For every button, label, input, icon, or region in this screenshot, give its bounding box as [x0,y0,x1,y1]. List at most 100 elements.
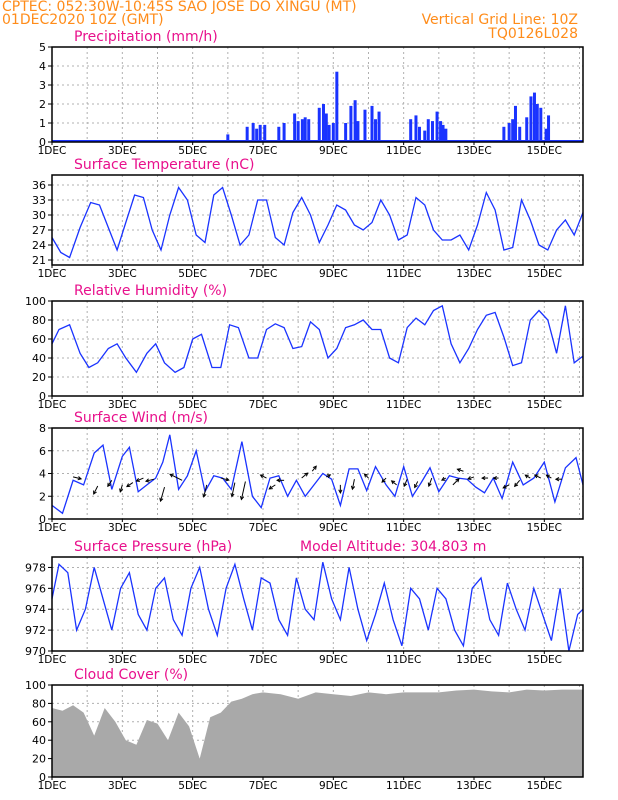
y-tick-label: 974 [25,603,46,616]
y-tick-label: 30 [32,209,46,222]
y-tick-label: 24 [32,239,46,252]
wind-arrow-head [202,493,207,498]
panel-1: 0 1 2 3 4 5 1DEC 3DEC 5DEC 7DEC 9DEC 11DEC 13DEC 15DE… [38,29,584,157]
wind-arrow [534,474,542,479]
precip-bar [414,115,418,142]
panel-frame [51,174,584,266]
y-tick-label: 1 [39,117,46,130]
x-tick-label: 13DEC [456,268,491,280]
precip-bar [502,126,506,142]
x-tick-label: 11DEC [386,268,421,280]
wind-arrow [126,482,134,488]
precip-bar [525,117,529,142]
panel-frame [51,556,584,652]
precip-bar [277,126,281,142]
y-tick-label: 20 [32,753,46,766]
wind-arrow-head [259,474,265,479]
x-tick-label: 9DEC [319,268,348,280]
wind-arrow-head [350,485,356,491]
wind-arrow-head [502,484,507,489]
y-tick-label: 80 [32,697,46,710]
y-tick-label: 0 [39,771,46,784]
wind-arrow [403,478,408,487]
x-tick-label: 1DEC [38,399,67,411]
precip-bar [374,119,378,142]
y-tick-label: 100 [25,679,46,692]
panel-title: Surface Pressure (hPa) [74,539,232,555]
wind-arrow [414,481,419,488]
wind-arrow-head [481,475,486,481]
x-tick-label: 7DEC [249,268,278,280]
x-tick-label: 15DEC [527,522,562,534]
x-tick-label: 1DEC [38,145,67,157]
wind-arrow [160,487,166,502]
precip-bar [544,128,548,142]
y-tick-label: 60 [32,716,46,729]
panel-title: Cloud Cover (%) [74,667,188,683]
wind-arrow-head [514,482,519,488]
wind-arrow [301,472,308,479]
wind-arrow-head [414,483,418,489]
precip-bar [353,100,357,142]
x-tick-label: 3DEC [108,522,137,534]
precip-bar [529,96,533,142]
wind-arrow [457,468,464,472]
precip-bar [296,121,300,142]
wind-arrow-head [169,473,174,478]
y-tick-label: 0 [39,390,46,403]
y-tick-label: 972 [25,624,46,637]
x-tick-label: 5DEC [178,399,207,411]
y-tick-label: 36 [32,179,46,192]
x-tick-label: 9DEC [319,522,348,534]
wind-arrow-head [467,475,472,480]
y-tick-label: 100 [25,295,46,308]
precip-bar [363,109,367,142]
wind-arrow [514,480,521,487]
header-grid-note: Vertical Grid Line: 10Z [421,12,578,28]
y-tick-label: 40 [32,352,46,365]
wind-arrow [452,478,460,486]
precip-bar [282,123,286,142]
precip-bar [258,124,262,142]
header-run-id: TQ0126L028 [488,26,578,42]
x-tick-label: 15DEC [527,268,562,280]
wind-arrow [107,480,113,487]
wind-arrow-head [545,474,550,479]
precip-bar [532,92,536,142]
y-tick-label: 978 [25,561,46,574]
x-tick-label: 3DEC [108,780,137,792]
wind-arrow [231,482,236,497]
precip-bar [423,130,427,142]
model-altitude-label: Model Altitude: 304.803 m [300,539,486,555]
wind-arrow [169,473,183,481]
precip-bar [547,115,551,142]
precip-bar [435,111,439,142]
precip-bar [331,123,335,142]
precip-bar [417,126,421,142]
x-tick-label: 15DEC [527,654,562,666]
wind-arrow [502,484,510,489]
x-tick-label: 11DEC [386,522,421,534]
x-tick-label: 11DEC [386,654,421,666]
wind-arrow-head [363,473,368,478]
panel-title: Surface Temperature (nC) [74,157,255,173]
x-tick-label: 13DEC [456,522,491,534]
precip-bar [441,124,445,142]
wind-arrow-head [225,477,230,482]
precip-bar [251,123,255,142]
x-tick-label: 1DEC [38,268,67,280]
wind-arrow-head [326,474,332,479]
precip-bar [539,107,543,142]
panel-title: Precipitation (mm/h) [74,29,218,45]
wind-arrow-head [239,495,245,501]
y-tick-label: 21 [32,254,46,267]
wind-arrow-head [304,472,309,477]
precip-bar [344,123,348,142]
wind-arrow [428,477,433,487]
wind-arrow-head [492,475,497,481]
panel-5: 970 972 974 976 978 1DEC 3DEC 5DEC 7DEC 9DEC 11DEC… [25,539,584,666]
wind-arrow [220,477,229,481]
y-tick-label: 976 [25,582,46,595]
x-tick-label: 15DEC [527,780,562,792]
